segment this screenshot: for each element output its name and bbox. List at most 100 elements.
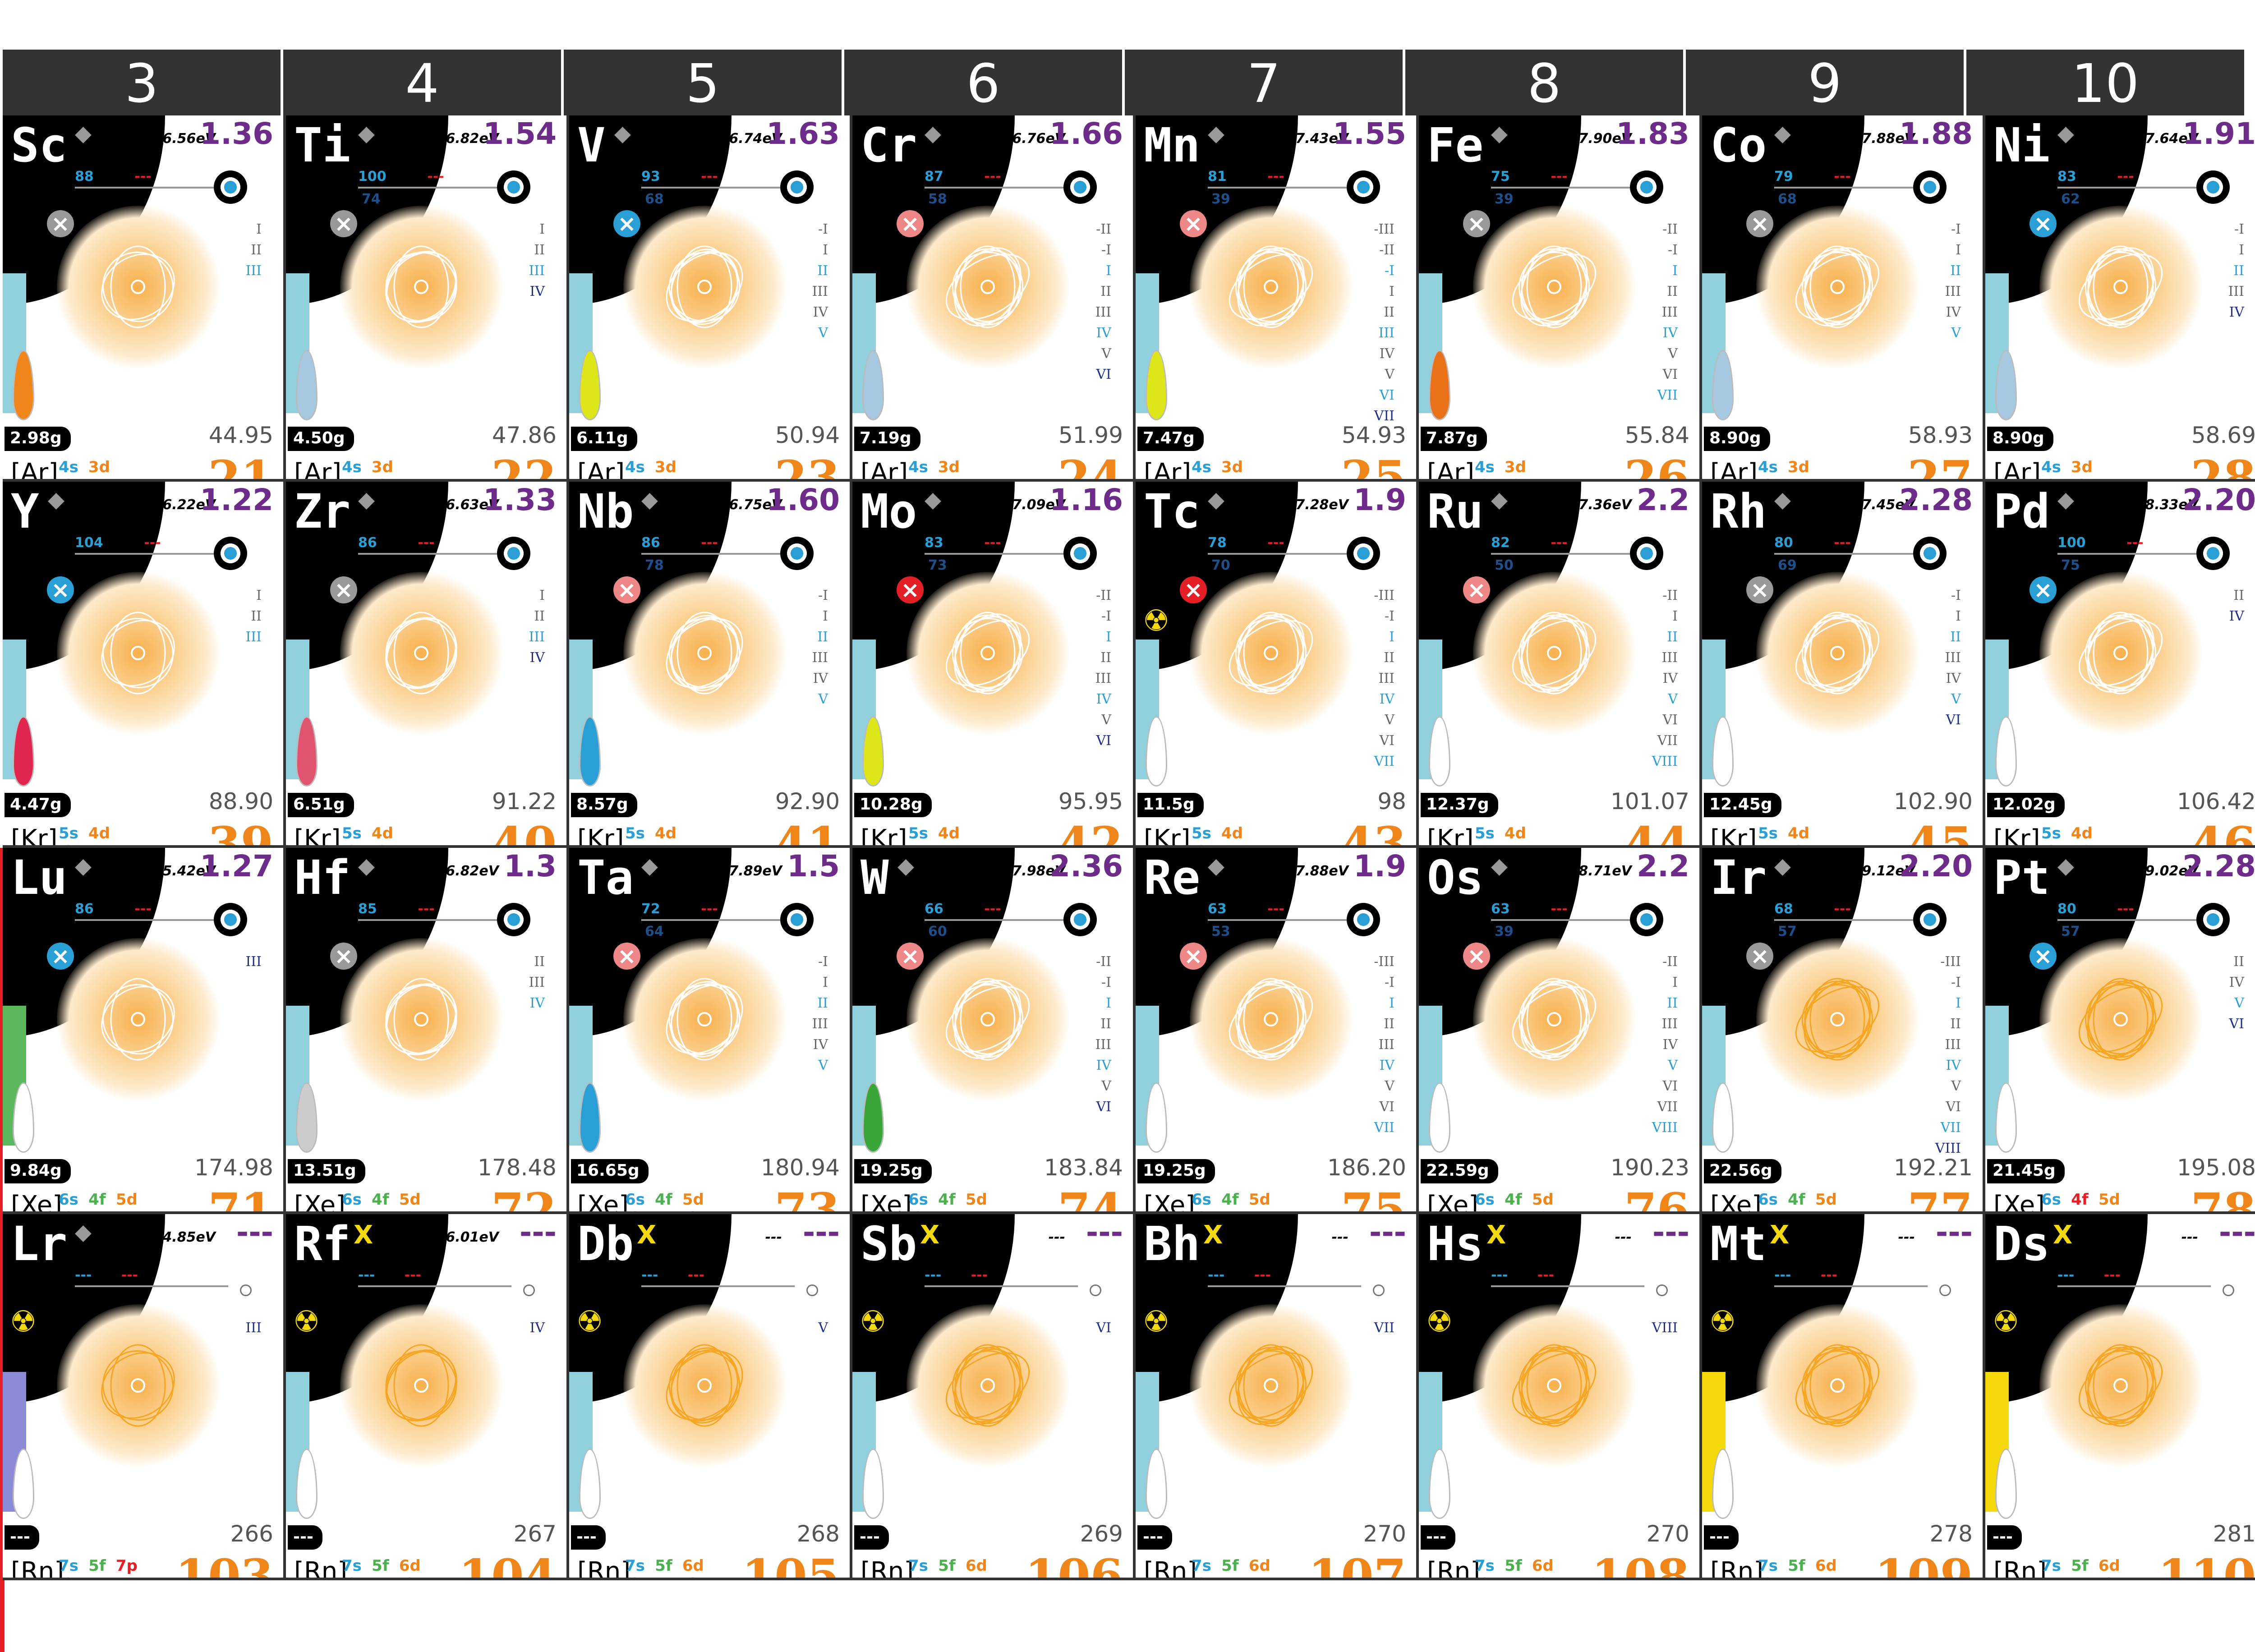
atomic-radii: 63 128 --- [1491,901,1626,919]
oxidation-state: VII [1657,1099,1678,1115]
oxidation-state: III [812,284,828,299]
oxidation-state: IV [529,650,545,666]
ionic-radius: 81 [1208,169,1227,184]
element-cell-mt[interactable]: MtX --- --- --- --- --- ☢ --- 278 [Rn]7s2 5f14 6d7 1… [1702,1214,1985,1580]
element-cell-sb[interactable]: SbX --- --- --- --- --- ☢ VI --- 269 [Rn]7s2 5f14 6d… [852,1214,1136,1580]
atomic-mass: 58.69 [2191,422,2255,448]
electronegativity: 2.2 [1637,483,1689,517]
covalent-radius: --- [427,169,444,184]
oxidation-state: VI [1946,1099,1961,1115]
atomic-radii: 83 121 --- [2057,169,2193,187]
bracket-open: [ [294,458,304,482]
shell: 4d5 [938,824,960,845]
element-cell-fe[interactable]: Fe ◆ 7.90eV 1.83 75 125 --- 39 × -II -I I II III IV V VI… [1419,115,1702,482]
element-symbol: Rf [294,1216,351,1271]
element-cell-hf[interactable]: Hf ◆ 6.82eV 1.3 85 150 --- × II III IV 13.51g 178.48… [286,848,569,1214]
element-cell-ti[interactable]: Ti ◆ 6.82eV 1.54 100 136 --- 74 × I II III IV 4.50g 47… [286,115,569,482]
oxidation-state: III [529,629,545,645]
element-cell-pt[interactable]: Pt ◆ 9.02eV 2.28 80 128 --- 57 × II IV V VI 21.45g 195… [1985,848,2255,1214]
atomic-radius: 138 [666,901,695,917]
orbital-ring [1235,984,1307,1055]
state-icon: × [2030,210,2057,237]
radius-scale-line [2057,553,2211,555]
oxidation-state: III [529,975,545,990]
element-cell-zr[interactable]: Zr ◆ 6.63eV 1.33 86 148 --- × I II III IV 6.51g 91.22… [286,482,569,848]
element-cell-co[interactable]: Co ◆ 7.88eV 1.88 79 126 --- 68 × -I I II III IV V 8.90g… [1702,115,1985,482]
target-icon [1347,537,1380,570]
oxidation-state: III [1378,1037,1394,1053]
orbital-ring [666,1350,743,1421]
element-cell-tc[interactable]: Tc ◆ 7.28eV 1.9 78 156 --- 70 ☢ × -III -I I II III IV V V… [1136,482,1419,848]
atomic-radii: 63 159 --- [1208,901,1343,919]
atomic-mass: 91.22 [492,788,557,814]
shell-electrons: 14 [655,1209,672,1211]
element-cell-lu[interactable]: Lu ◆ 5.42eV 1.27 86 160 --- × III 9.84g 174.98 [Xe]… [3,848,286,1214]
oxidation-state: VII [1657,733,1678,749]
electron-configuration: 4s1 3d5 [908,458,970,479]
bracket-close: ] [897,824,907,848]
radius-secondary: 75 [2061,557,2080,573]
radius-scale-line [1774,553,1928,555]
element-cell-bh[interactable]: BhX --- --- --- --- --- ☢ VII --- 270 [Rn]7s2 5f14 6… [1136,1214,1419,1580]
atomic-radius: 135 [1799,535,1828,551]
noble-core: [Ar] [1993,458,2041,479]
element-cell-pd[interactable]: Pd ◆ 8.33eV 2.20 100 131 --- 75 × II IV 12.02g 106.4… [1985,482,2255,848]
oxidation-state: -I [1668,242,1678,258]
element-cell-v[interactable]: V ◆ 6.74eV 1.63 93 125 --- 68 × -I I II III IV V 6.11g 5… [569,115,852,482]
orbital-ring [102,617,174,689]
element-cell-w[interactable]: W ◆ 7.98eV 2.36 66 146 --- 60 × -II -I I II III IV V VI 1… [852,848,1136,1214]
element-cell-db[interactable]: DbX --- --- --- --- --- ☢ V --- 268 [Rn]7s2 5f14 6d3… [569,1214,852,1580]
atomic-radii: 78 156 --- [1208,535,1343,553]
element-cell-hs[interactable]: HsX --- --- --- --- --- ☢ VIII --- 270 [Rn]7s2 5f14… [1419,1214,1702,1580]
element-cell-os[interactable]: Os ◆ 8.71eV 2.2 63 128 --- 39 × -II I II III IV V VI VII… [1419,848,1702,1214]
density-badge: 19.25g [1137,1159,1215,1183]
nucleus-mark [697,1012,712,1026]
covalent-radius: --- [134,901,152,917]
element-cell-ir[interactable]: Ir ◆ 9.12eV 2.20 68 137 --- 57 × -III -I I II III IV V V… [1702,848,1985,1214]
oxidation-states: I II III [245,585,262,648]
atomic-radius: --- [664,1267,681,1283]
element-cell-y[interactable]: Y ◆ 6.22eV 1.22 104 162 --- × I II III 4.47g 88.90 [K… [3,482,286,848]
shell-electrons: 7 [1505,842,1526,845]
oxidation-states: III [245,952,262,972]
element-cell-rh[interactable]: Rh ◆ 7.45eV 2.28 80 135 --- 69 × -I I II III IV V VI 12.… [1702,482,1985,848]
orbital-diagram [1229,1344,1313,1427]
shell-name: 4s [342,458,362,476]
shell-electrons: 14 [1221,1209,1239,1211]
element-cell-mo[interactable]: Mo ◆ 7.09eV 1.16 83 145 --- 73 × -II -I I II III IV V VI… [852,482,1136,848]
density-badge: 8.57g [571,793,637,817]
element-cell-sc[interactable]: Sc ◆ 6.56eV 1.36 88 144 --- × I II III 2.98g 44.95 [A… [3,115,286,482]
element-cell-re[interactable]: Re ◆ 7.88eV 1.9 63 159 --- 53 × -III -I I II III IV V VI… [1136,848,1419,1214]
state-icon: × [1180,943,1207,970]
gem-icon: ◆ [1774,853,1791,879]
element-cell-nb[interactable]: Nb ◆ 6.75eV 1.60 86 137 --- 78 × -I I II III IV V 8.57g… [569,482,852,848]
element-cell-mn[interactable]: Mn ◆ 7.43eV 1.55 81 139 --- 39 × -III -II -I I II III I… [1136,115,1419,482]
element-cell-ru[interactable]: Ru ◆ 7.36eV 2.2 82 126 --- 50 × -II I II III IV V VI VII… [1419,482,1702,848]
shell: 5s2 [59,824,78,845]
radius-scale-line [75,553,228,555]
element-cell-cr[interactable]: Cr ◆ 6.76eV 1.66 87 127 --- 58 × -II -I I II III IV V VI… [852,115,1136,482]
element-cell-lr[interactable]: Lr ◆ 4.85eV --- --- --- --- ☢ III --- 266 [Rn]7s2 5f… [3,1214,286,1580]
element-cell-ni[interactable]: Ni ◆ 7.64eV 1.91 83 121 --- 62 × -I I II III IV 8.90g 5… [1985,115,2255,482]
oxidation-state: IV [529,1320,545,1336]
orbital-ring [1526,978,1582,1061]
oxidation-states: -I I II III IV V [812,219,828,344]
shell-electrons: 2 [2041,476,2061,479]
bracket-close: ] [615,458,625,482]
oxidation-state: IV [1662,671,1678,686]
shell: 6s2 [59,1191,78,1211]
atomic-radius: 139 [1233,169,1261,184]
element-cell-ds[interactable]: DsX --- --- --- --- --- ☢ --- 281 [Rn]7s1 5f14 6d9 1… [1985,1214,2255,1580]
orbital-diagram [945,1344,1030,1427]
orbital-ring [2085,984,2157,1055]
ionic-radius: 66 [925,901,943,917]
orbital-ring [676,245,732,328]
element-cell-ta[interactable]: Ta ◆ 7.89eV 1.5 72 138 --- 64 × -I I II III IV V 16.65g… [569,848,852,1214]
orbital-ring [2078,1352,2163,1419]
oxidation-state: IV [2229,304,2244,320]
shell: 4d5 [1221,824,1243,845]
element-cell-rf[interactable]: RfX6.01eV------------☢IV---267[Rn]7s25f1… [286,1214,569,1580]
oxidation-state: II [2233,954,2244,970]
bracket-close: ] [1747,824,1757,848]
state-icon: × [613,943,640,970]
